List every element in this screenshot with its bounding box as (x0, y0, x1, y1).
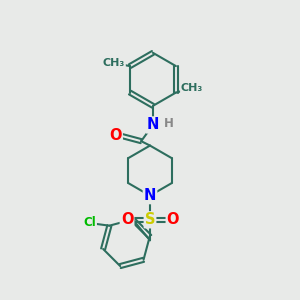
Text: O: O (167, 212, 179, 227)
Text: H: H (164, 117, 174, 130)
Text: S: S (145, 212, 155, 227)
Text: O: O (121, 212, 133, 227)
Text: O: O (109, 128, 122, 143)
Text: CH₃: CH₃ (181, 83, 203, 93)
Text: N: N (147, 118, 159, 133)
Text: Cl: Cl (83, 216, 96, 229)
Text: CH₃: CH₃ (103, 58, 125, 68)
Text: N: N (144, 188, 156, 203)
